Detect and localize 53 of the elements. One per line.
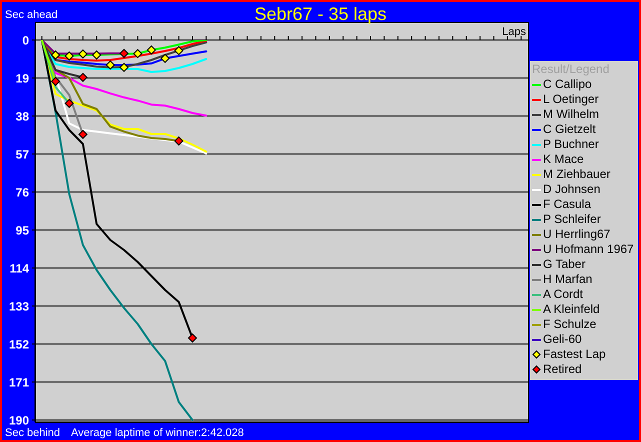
y-tick-label: 190 xyxy=(8,413,30,428)
legend-label: C Callipo xyxy=(543,77,592,92)
point xyxy=(64,98,74,108)
y-tick-label: 95 xyxy=(16,223,30,238)
point xyxy=(160,54,170,63)
point xyxy=(174,46,184,56)
point xyxy=(51,50,60,60)
legend-label: D Johnsen xyxy=(543,182,600,197)
legend-label: U Hofmann 1967 xyxy=(543,242,634,257)
text: Sec behind xyxy=(5,427,60,439)
y-tick-label: 114 xyxy=(10,261,30,276)
point xyxy=(188,334,197,342)
legend-label: C Gietzelt xyxy=(543,122,596,137)
point xyxy=(174,136,184,146)
point xyxy=(120,62,129,72)
y-axis-title: Sec ahead xyxy=(5,9,58,21)
x-axis-title: Laps xyxy=(502,26,526,38)
point xyxy=(120,48,129,58)
point xyxy=(146,46,156,54)
y-tick-label: 152 xyxy=(8,337,30,352)
y-tick-label: 19 xyxy=(16,71,30,86)
point xyxy=(78,72,88,82)
legend-label: K Mace xyxy=(543,152,584,167)
text: Average laptime of winner:2:42.028 xyxy=(71,427,244,439)
legend-label: G Taber xyxy=(543,257,586,272)
point xyxy=(78,50,88,58)
point xyxy=(51,76,60,86)
legend-label: P Buchner xyxy=(543,137,599,152)
legend-label: M Ziehbauer xyxy=(543,167,610,182)
y-tick-label: 0 xyxy=(22,33,30,48)
point xyxy=(78,130,88,139)
legend-label: A Kleinfeld xyxy=(543,302,600,317)
y-tick-label: 76 xyxy=(16,185,30,200)
point xyxy=(92,50,102,60)
legend-label: H Marfan xyxy=(543,272,592,287)
legend-label: L Oetinger xyxy=(543,92,599,107)
point xyxy=(64,52,74,60)
legend-label: Fastest Lap xyxy=(543,347,606,362)
legend-label: F Casula xyxy=(543,197,592,212)
legend-label: Retired xyxy=(543,362,582,377)
chart-title: Sebr67 - 35 laps xyxy=(254,4,387,24)
point xyxy=(106,60,115,70)
y-tick-label: 171 xyxy=(8,375,30,390)
y-tick-label: 57 xyxy=(16,147,30,162)
legend-label: M Wilhelm xyxy=(543,107,599,122)
point xyxy=(133,49,142,58)
legend-label: F Schulze xyxy=(543,317,596,332)
legend-label: Geli-60 xyxy=(543,332,582,347)
y-tick-label: 38 xyxy=(16,109,30,124)
legend-label: U Herrling67 xyxy=(543,227,610,242)
y-tick-label: 133 xyxy=(8,299,30,314)
legend-label: P Schleifer xyxy=(543,212,601,227)
legend-label: A Cordt xyxy=(543,287,584,302)
